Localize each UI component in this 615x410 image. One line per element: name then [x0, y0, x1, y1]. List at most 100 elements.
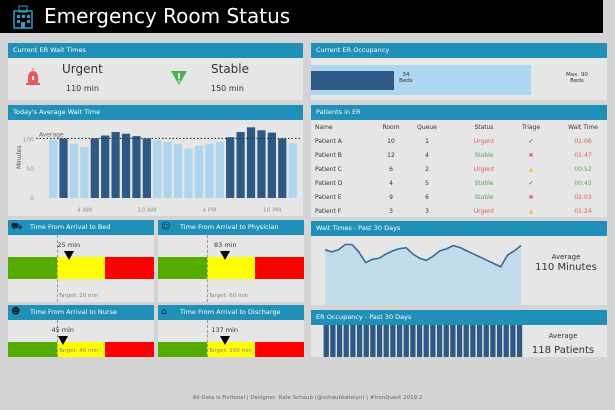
target-line [206, 320, 208, 357]
target-label: Target: 20 min [58, 293, 99, 299]
bar[interactable] [49, 139, 58, 198]
bar[interactable] [470, 325, 476, 357]
value-label: 83 min [214, 241, 237, 249]
value-marker-icon [219, 336, 230, 345]
bed-icon: ⛟ [11, 222, 23, 232]
bar[interactable] [69, 143, 79, 198]
bar[interactable] [163, 141, 172, 198]
bar[interactable] [194, 146, 204, 198]
bar[interactable] [356, 325, 363, 357]
bar[interactable] [267, 132, 276, 198]
column-header[interactable]: Triage [521, 124, 541, 131]
bar[interactable] [132, 136, 141, 198]
bar[interactable] [288, 143, 297, 198]
cell-queue: 4 [425, 152, 429, 159]
gauge-bar [158, 257, 304, 279]
wait-30-avg-label: Average [551, 253, 581, 261]
bar[interactable] [121, 133, 131, 198]
bar[interactable] [257, 130, 266, 198]
cell-name: Patient D [315, 180, 343, 187]
cell-queue: 2 [425, 166, 429, 173]
bar[interactable] [370, 325, 376, 357]
bar[interactable] [390, 325, 396, 357]
value-marker-icon [220, 251, 231, 260]
alarm-icon [26, 68, 40, 85]
bar[interactable] [278, 138, 287, 198]
gauge-title: Time From Arrival to Nurse [8, 305, 154, 320]
bar[interactable] [490, 325, 496, 357]
gauge-yellow-zone [56, 257, 106, 279]
cell-room: 6 [389, 166, 393, 173]
gauge-red-zone [255, 342, 304, 357]
column-header[interactable]: Queue [417, 124, 437, 131]
bar[interactable] [101, 135, 110, 198]
panel-title: Current ER Occupancy [311, 43, 607, 58]
column-header[interactable]: Name [315, 124, 333, 131]
cell-wait: 00:52 [574, 166, 592, 173]
bar[interactable] [226, 137, 235, 198]
page-title: Emergency Room Status [44, 4, 291, 28]
occ-30-avg-value: 118 Patients [531, 345, 595, 356]
bar[interactable] [330, 325, 336, 357]
cell-name: Patient C [315, 166, 342, 173]
occupancy-max-unit: Beds [570, 78, 584, 84]
column-header[interactable]: Room [382, 124, 400, 131]
bar[interactable] [205, 143, 214, 198]
bar[interactable] [376, 325, 383, 357]
bar[interactable] [215, 141, 224, 198]
gauge-title: Time From Arrival to Bed [8, 220, 154, 235]
bar[interactable] [59, 138, 68, 198]
gauge-red-zone [105, 342, 154, 357]
panel-title: Patients in ER [311, 105, 607, 120]
bar[interactable] [410, 325, 416, 357]
bar[interactable] [430, 325, 436, 357]
bar[interactable] [90, 138, 99, 198]
footer: All Data is Fictional | Designer: Kate S… [192, 395, 423, 401]
bar[interactable] [343, 325, 349, 357]
column-header[interactable]: Status [474, 124, 494, 131]
bar[interactable] [510, 325, 516, 357]
bar[interactable] [436, 325, 443, 357]
wait-30-avg-value: 110 Minutes [535, 262, 597, 273]
bar[interactable] [443, 325, 449, 357]
bar[interactable] [174, 144, 183, 198]
bar[interactable] [142, 138, 151, 198]
bar[interactable] [483, 325, 489, 357]
gauge-title: Time From Arrival to Physician [158, 220, 304, 235]
panel-title: ER Occupancy - Past 30 Days [311, 310, 607, 325]
cell-name: Patient A [315, 138, 342, 145]
bar[interactable] [350, 325, 356, 357]
bar[interactable] [80, 147, 89, 198]
bar[interactable] [503, 325, 509, 357]
bar[interactable] [496, 325, 503, 357]
gauge-yellow-zone [206, 342, 256, 357]
current-occupancy-panel: Current ER Occupancy 34 Beds Max. 90 Beds [311, 43, 607, 100]
bar[interactable] [423, 325, 429, 357]
gauge-title: Time From Arrival to Discharge [158, 305, 304, 320]
bar[interactable] [236, 132, 245, 198]
value-label: 45 min [51, 326, 75, 334]
panel-title: Current ER Wait Times [8, 43, 303, 58]
bar[interactable] [363, 325, 369, 357]
bar[interactable] [516, 325, 523, 357]
bar[interactable] [383, 325, 389, 357]
bar[interactable] [184, 148, 193, 198]
column-header[interactable]: Wait Time [568, 124, 598, 131]
bar[interactable] [111, 132, 120, 198]
bar[interactable] [323, 325, 329, 357]
current-wait-times-panel: Current ER Wait Times Urgent 110 min Sta… [8, 43, 303, 100]
bar[interactable] [450, 325, 456, 357]
value-marker-icon [63, 251, 74, 260]
bar[interactable] [416, 325, 423, 357]
bar[interactable] [396, 325, 403, 357]
bar[interactable] [153, 140, 162, 198]
bar[interactable] [246, 127, 256, 198]
bar[interactable] [403, 325, 409, 357]
value-label: 25 min [57, 241, 81, 249]
bar[interactable] [463, 325, 469, 357]
bar[interactable] [476, 325, 483, 357]
gauge-green-zone [8, 257, 57, 279]
bar[interactable] [336, 325, 343, 357]
bar[interactable] [456, 325, 463, 357]
gauge-bar [8, 342, 154, 357]
